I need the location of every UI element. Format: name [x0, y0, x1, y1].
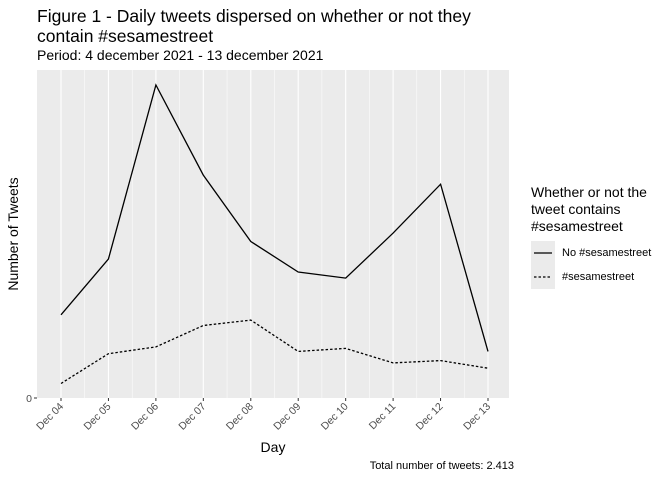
legend-item: No #sesamestreet	[531, 241, 671, 265]
chart-caption: Total number of tweets: 2.413	[369, 460, 514, 472]
x-axis-title: Day	[261, 439, 286, 455]
y-tick-label: 0	[26, 393, 32, 405]
plot-panel	[37, 70, 509, 398]
x-tick-label: Dec 07	[176, 401, 208, 433]
x-tick-label: Dec 13	[461, 401, 493, 433]
legend: Whether or not the tweet contains #sesam…	[531, 184, 671, 289]
series-lines	[60, 83, 489, 385]
legend-keys: No #sesamestreet #sesamestreet	[531, 241, 671, 289]
x-tick-label: Dec 08	[224, 401, 256, 433]
x-tick-label: Dec 09	[271, 401, 303, 433]
legend-item: #sesamestreet	[531, 265, 671, 289]
x-tick-label: Dec 05	[82, 401, 114, 433]
x-tick-label: Dec 04	[34, 401, 66, 433]
chart-subtitle: Period: 4 december 2021 - 13 december 20…	[37, 47, 324, 63]
x-tick-label: Dec 12	[414, 401, 446, 433]
y-axis-title: Number of Tweets	[5, 177, 21, 290]
x-tick-label: Dec 06	[129, 401, 161, 433]
x-tick-label: Dec 11	[367, 401, 399, 433]
axes: Dec 04 Dec 05 Dec 06 Dec 07 Dec 08 Dec 09 Dec …	[26, 393, 493, 433]
series-line	[60, 83, 489, 352]
legend-title: Whether or not the tweet contains #sesam…	[531, 184, 647, 234]
chart-title: Figure 1 - Daily tweets dispersed on whe…	[37, 6, 471, 46]
legend-label: No #sesamestreet	[562, 247, 652, 259]
legend-swatch	[531, 265, 555, 289]
legend-swatch	[531, 241, 555, 265]
legend-label: #sesamestreet	[562, 271, 635, 283]
grid-lines	[60, 70, 489, 398]
x-tick-label: Dec 10	[319, 401, 351, 433]
